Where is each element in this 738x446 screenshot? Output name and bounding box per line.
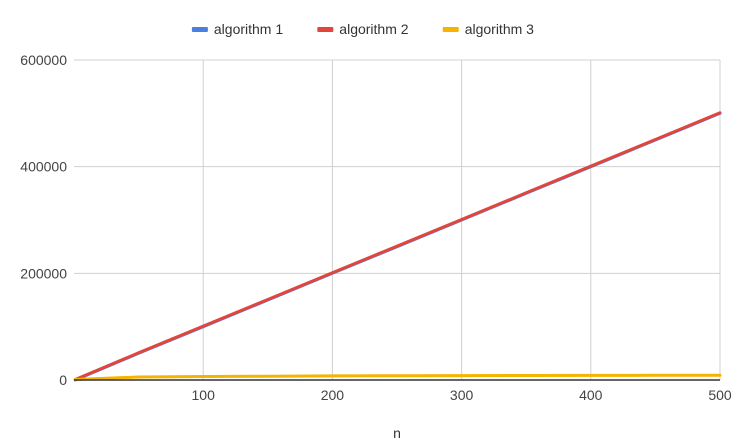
x-tick-label: 300	[450, 387, 474, 403]
gridlines	[74, 59, 721, 380]
y-tick-labels: 0 200000 400000 600000	[20, 52, 67, 388]
series-line-algorithm-2	[73, 111, 722, 381]
legend: algorithm 1 algorithm 2 algorithm 3	[191, 21, 534, 37]
x-tick-label: 500	[708, 387, 732, 403]
legend-swatch-algorithm-1	[191, 27, 208, 32]
y-tick-label: 0	[59, 372, 67, 388]
legend-swatch-algorithm-2	[317, 27, 334, 32]
x-tick-label: 200	[321, 387, 345, 403]
x-axis-title: n	[393, 425, 401, 441]
y-tick-label: 200000	[20, 265, 67, 281]
legend-label-algorithm-1: algorithm 1	[214, 21, 283, 37]
legend-label-algorithm-3: algorithm 3	[465, 21, 534, 37]
legend-swatch-algorithm-3	[442, 27, 459, 32]
y-tick-label: 600000	[20, 52, 67, 68]
legend-label-algorithm-2: algorithm 2	[339, 21, 408, 37]
series-lines	[73, 111, 722, 382]
x-tick-label: 100	[192, 387, 216, 403]
x-tick-label: 400	[579, 387, 603, 403]
y-tick-label: 400000	[20, 159, 67, 175]
x-tick-labels: 100 200 300 400 500	[192, 387, 732, 403]
series-line-algorithm-3	[73, 373, 722, 381]
